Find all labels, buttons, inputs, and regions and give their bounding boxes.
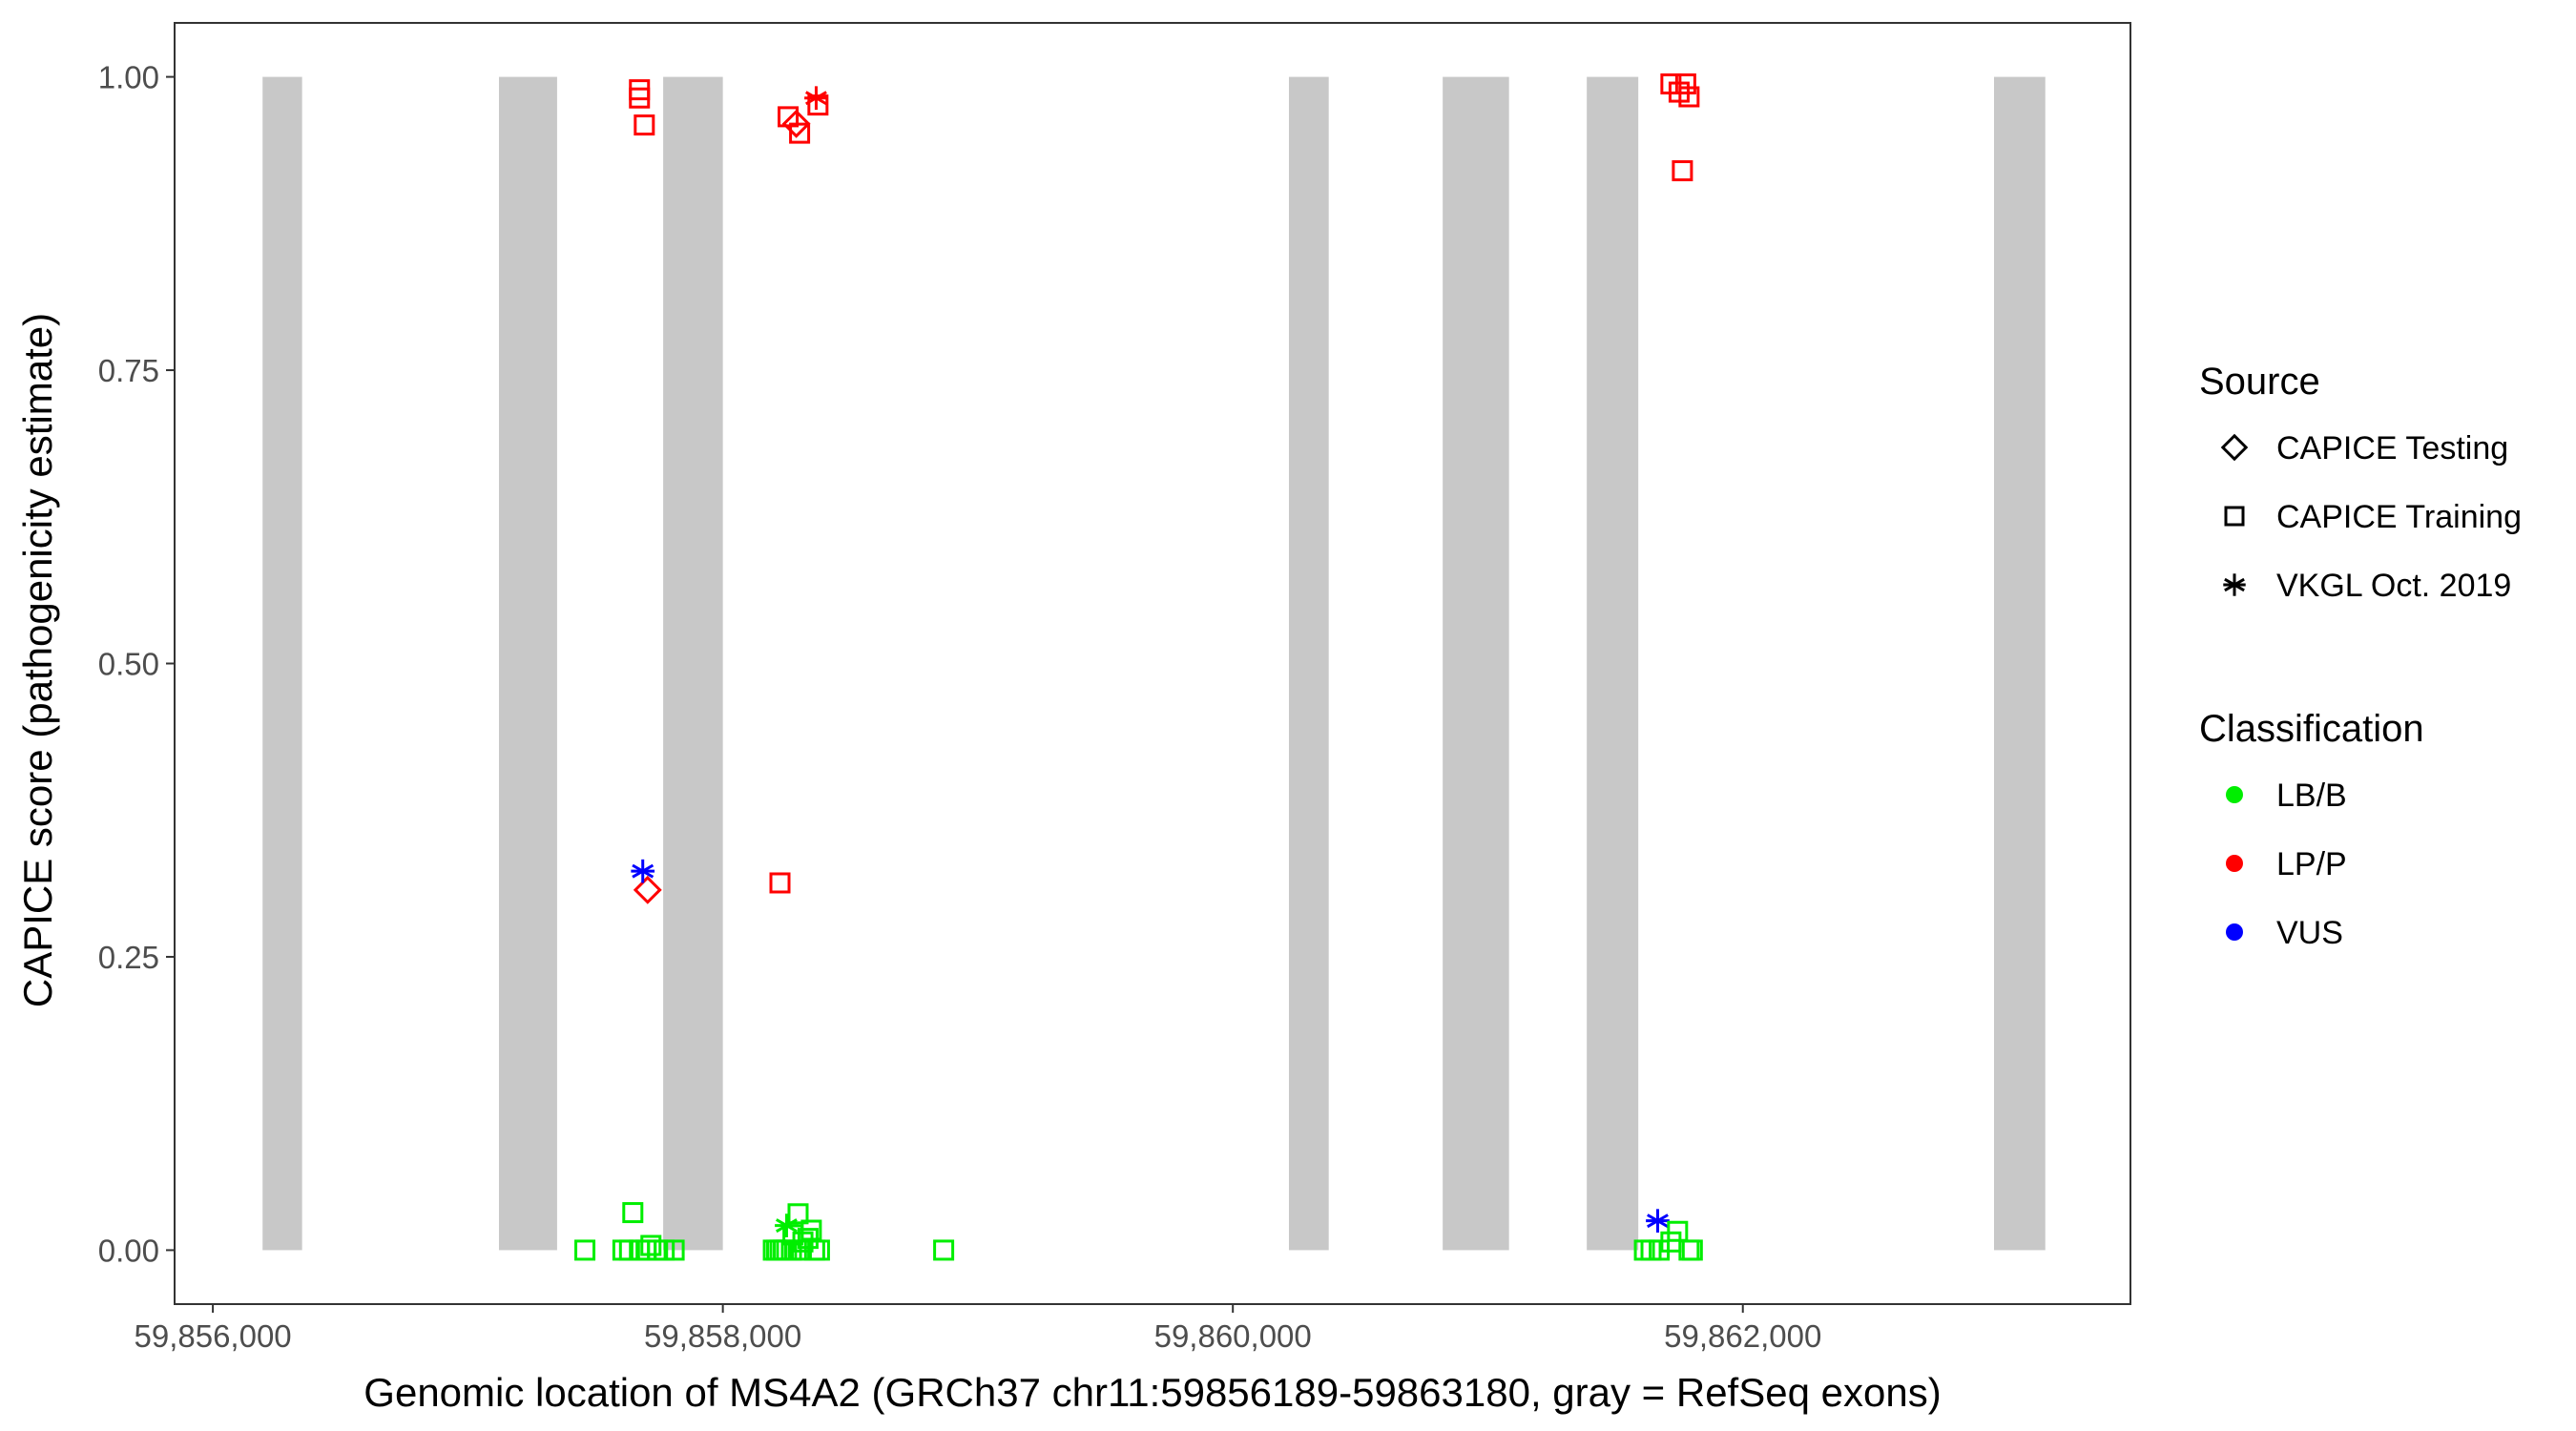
plot-panel-border bbox=[174, 22, 2131, 1305]
square-marker bbox=[663, 1239, 685, 1261]
asterisk-marker bbox=[804, 86, 828, 111]
asterisk-marker bbox=[1646, 1209, 1670, 1234]
y-axis: 0.00 0.25 0.50 0.75 1.00 bbox=[98, 60, 175, 1268]
y-tick-label: 0.50 bbox=[98, 647, 159, 682]
square-shape bbox=[933, 1239, 955, 1261]
asterisk-marker bbox=[2223, 573, 2246, 596]
legend-dot bbox=[2226, 855, 2243, 872]
square-marker bbox=[787, 1203, 809, 1225]
legend-label-source: CAPICE Training bbox=[2276, 499, 2522, 535]
square-marker bbox=[629, 87, 651, 109]
square-shape bbox=[808, 1239, 830, 1261]
exon-bands bbox=[262, 76, 2046, 1251]
square-shape bbox=[634, 114, 655, 135]
square-shape bbox=[663, 1239, 685, 1261]
square-shape bbox=[789, 122, 811, 144]
x-axis-title: Genomic location of MS4A2 (GRCh37 chr11:… bbox=[364, 1370, 1941, 1415]
square-shape bbox=[769, 872, 791, 894]
square-shape bbox=[800, 1219, 822, 1241]
legend-dot bbox=[2226, 923, 2243, 941]
square-marker bbox=[778, 106, 800, 128]
x-tick-label: 59,858,000 bbox=[644, 1318, 801, 1354]
square-marker bbox=[769, 872, 791, 894]
square-marker bbox=[640, 1234, 662, 1256]
exon-band bbox=[262, 76, 302, 1251]
y-tick-label: 0.75 bbox=[98, 353, 159, 388]
square-marker bbox=[808, 1239, 830, 1261]
square-shape bbox=[1678, 86, 1700, 108]
x-tick-label: 59,856,000 bbox=[135, 1318, 292, 1354]
exon-band bbox=[1994, 76, 2046, 1251]
legend: Source CAPICE Testing CAPICE Training VKGL… bbox=[2199, 361, 2522, 951]
square-marker bbox=[1681, 1239, 1703, 1261]
square-shape bbox=[622, 1202, 644, 1224]
diamond-marker bbox=[633, 875, 662, 904]
square-shape bbox=[1667, 1220, 1689, 1242]
diamond-shape bbox=[2220, 433, 2249, 462]
legend-title-source: Source bbox=[2199, 361, 2320, 403]
exon-band bbox=[498, 76, 557, 1251]
legend-label-source: CAPICE Testing bbox=[2276, 430, 2508, 467]
square-marker bbox=[574, 1239, 596, 1261]
square-marker bbox=[789, 122, 811, 144]
square-shape bbox=[640, 1234, 662, 1256]
square-marker bbox=[933, 1239, 955, 1261]
square-shape bbox=[778, 106, 800, 128]
legend-label-class: LP/P bbox=[2276, 846, 2347, 882]
legend-dot bbox=[2226, 786, 2243, 803]
square-shape bbox=[1672, 159, 1693, 181]
square-marker bbox=[1672, 159, 1693, 181]
data-points bbox=[574, 73, 1703, 1261]
legend-title-classification: Classification bbox=[2199, 708, 2424, 750]
square-marker bbox=[1678, 86, 1700, 108]
legend-label-class: VUS bbox=[2276, 915, 2343, 951]
diamond-marker bbox=[781, 109, 811, 138]
square-shape bbox=[1681, 1239, 1703, 1261]
square-marker bbox=[634, 114, 655, 135]
x-tick-label: 59,860,000 bbox=[1154, 1318, 1312, 1354]
y-tick-label: 0.00 bbox=[98, 1233, 159, 1268]
diamond-shape bbox=[633, 875, 662, 904]
diamond-marker bbox=[2220, 433, 2249, 462]
square-marker bbox=[2224, 506, 2245, 527]
legend-label-class: LB/B bbox=[2276, 778, 2347, 814]
y-axis-title: CAPICE score (pathogenicity estimate) bbox=[15, 313, 60, 1007]
exon-band bbox=[663, 76, 723, 1251]
square-marker bbox=[622, 1202, 644, 1224]
y-tick-label: 1.00 bbox=[98, 60, 159, 95]
square-shape bbox=[629, 87, 651, 109]
exon-band bbox=[1288, 76, 1329, 1251]
x-tick-label: 59,862,000 bbox=[1664, 1318, 1821, 1354]
square-marker bbox=[800, 1219, 822, 1241]
y-tick-label: 0.25 bbox=[98, 940, 159, 975]
x-axis: 59,856,000 59,858,000 59,860,000 59,862,000 bbox=[135, 1304, 1821, 1354]
square-shape bbox=[2224, 506, 2245, 527]
square-shape bbox=[787, 1203, 809, 1225]
exon-band bbox=[1443, 76, 1509, 1251]
square-shape bbox=[574, 1239, 596, 1261]
square-marker bbox=[1667, 1220, 1689, 1242]
exon-band bbox=[1587, 76, 1639, 1251]
diamond-shape bbox=[781, 109, 811, 138]
asterisk-marker bbox=[631, 859, 655, 883]
legend-label-source: VKGL Oct. 2019 bbox=[2276, 568, 2511, 604]
